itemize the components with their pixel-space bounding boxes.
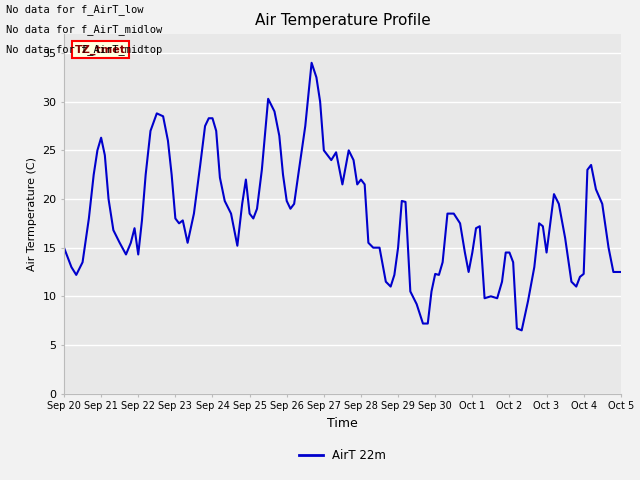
Text: TZ_tmet: TZ_tmet [75,44,126,55]
Legend: AirT 22m: AirT 22m [294,444,390,467]
Title: Air Temperature Profile: Air Temperature Profile [255,13,430,28]
Text: No data for f_AirT_low: No data for f_AirT_low [6,4,144,15]
Text: No data for f_AirT_midtop: No data for f_AirT_midtop [6,44,163,55]
Y-axis label: Air Termperature (C): Air Termperature (C) [27,156,36,271]
X-axis label: Time: Time [327,417,358,430]
Text: No data for f_AirT_midlow: No data for f_AirT_midlow [6,24,163,35]
